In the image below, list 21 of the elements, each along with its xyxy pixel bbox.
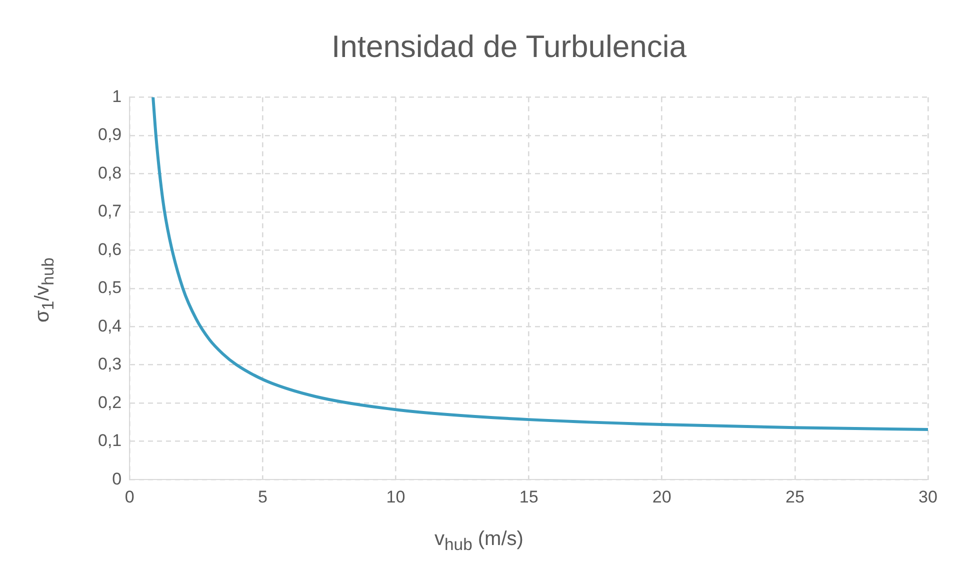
y-tick-label: 1: [112, 86, 122, 106]
x-tick-label: 25: [785, 487, 804, 506]
x-tick-label: 0: [124, 487, 134, 506]
x-axis-title: v$_{hub}$ (m/s): [434, 528, 524, 555]
x-tick-label: 5: [258, 487, 268, 506]
y-tick-label: 0,5: [98, 278, 122, 298]
x-tick-label: 20: [652, 487, 672, 506]
y-tick-label: 0,9: [98, 125, 122, 144]
y-tick-label: 0,3: [98, 354, 122, 374]
line-series: [152, 97, 928, 432]
y-tick-label: 0,7: [98, 202, 122, 221]
x-tick-label: 10: [386, 487, 406, 506]
y-tick-label: 0,2: [98, 392, 122, 412]
y-tick-label: 0,8: [98, 163, 122, 182]
chart-title: Intensidad de Turbulencia: [331, 29, 688, 64]
y-tick-label: 0,1: [98, 431, 122, 450]
x-tick-label: 30: [918, 487, 938, 506]
y-tick-label: 0: [112, 469, 122, 488]
x-tick-label: 15: [519, 487, 538, 506]
y-tick-label: 0,6: [98, 240, 122, 259]
y-tick-label: 0,4: [98, 316, 122, 336]
